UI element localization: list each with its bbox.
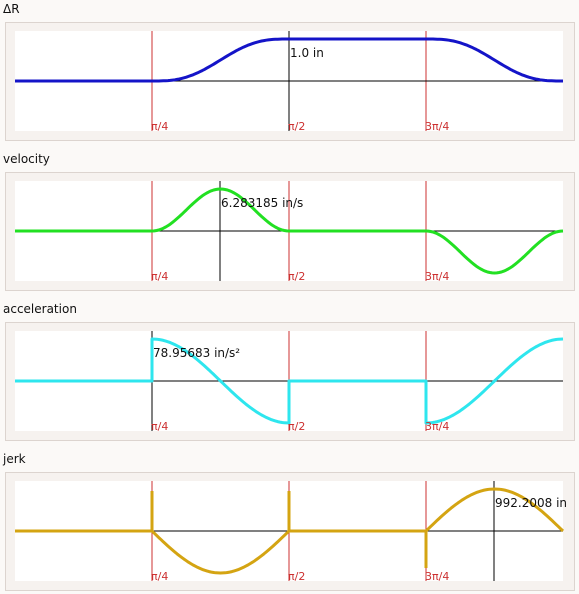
tick-label: π/4	[151, 120, 168, 133]
tick-label: 3π/4	[425, 420, 449, 433]
chart-title-jerk: jerk	[3, 452, 26, 466]
series-line	[15, 187, 564, 275]
tick-label: π/4	[151, 420, 168, 433]
chart-acceleration: π/4 π/2 3π/4 78.95683 in/s²	[15, 331, 564, 433]
chart-title-velocity: velocity	[3, 152, 50, 166]
peak-value-label: 1.0 in	[290, 46, 324, 60]
tick-label: π/2	[288, 570, 305, 583]
tick-label: 3π/4	[425, 270, 449, 283]
series-line	[15, 337, 564, 425]
peak-value-label: 992.2008 in	[495, 496, 567, 510]
tick-label: π/4	[151, 570, 168, 583]
tick-label: π/2	[288, 270, 305, 283]
series-line	[15, 37, 563, 83]
tick-label: 3π/4	[425, 120, 449, 133]
chart-velocity: π/4 π/2 3π/4 6.283185 in/s	[15, 181, 564, 283]
tick-label: π/2	[288, 420, 305, 433]
peak-value-label: 78.95683 in/s²	[153, 346, 240, 360]
chart-title-displacement: ΔR	[3, 2, 20, 16]
tick-label: π/2	[288, 120, 305, 133]
chart-jerk: π/4 π/2 3π/4 992.2008 in	[15, 481, 567, 583]
chart-displacement: π/4 π/2 3π/4 1.0 in	[15, 31, 563, 133]
peak-value-label: 6.283185 in/s	[221, 196, 303, 210]
chart-title-acceleration: acceleration	[3, 302, 77, 316]
tick-label: 3π/4	[425, 570, 449, 583]
tick-label: π/4	[151, 270, 168, 283]
